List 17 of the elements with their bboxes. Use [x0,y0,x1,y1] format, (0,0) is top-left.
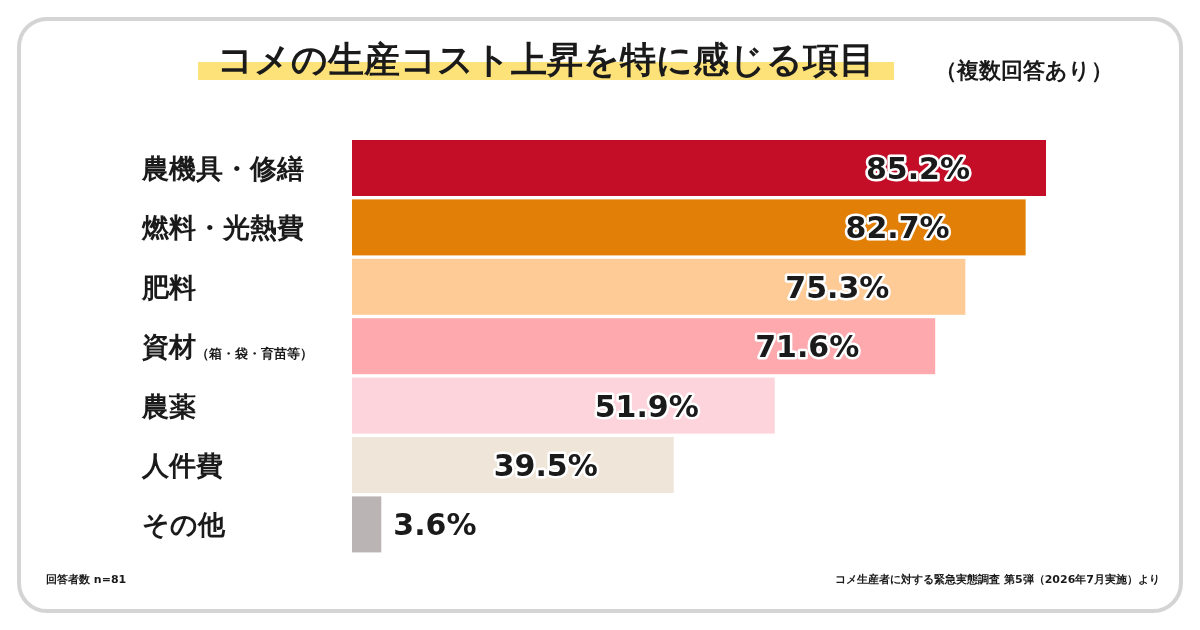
y-tick-label: 農機具・修繕 [141,153,304,184]
data-label: 85.2% [865,151,970,186]
text: コメ生産者に対する緊急実態調査 第5弾（2026年7月実施）より [835,573,1160,586]
data-label: 75.3% [785,269,890,305]
y-tick-label: 資材$_{（箱・袋・育苗等）}$ [141,331,313,363]
data-label: 51.9% [594,388,699,424]
data-label: 3.6% [393,507,477,543]
y-tick-label: その他 [142,509,226,541]
data-label: 82.7% [845,210,950,246]
y-tick-label: 肥料 [141,271,196,303]
y-tick-label: 人件費 [141,450,223,481]
data-label: 39.5% [493,448,598,483]
chart-subtitle: （複数回答あり） [935,58,1113,83]
data-label: 71.6% [755,329,860,365]
y-tick-label: 燃料・光熱費 [141,212,304,244]
text: 回答者数 n=81 [46,573,127,586]
y-tick-label: 農薬 [141,390,196,422]
